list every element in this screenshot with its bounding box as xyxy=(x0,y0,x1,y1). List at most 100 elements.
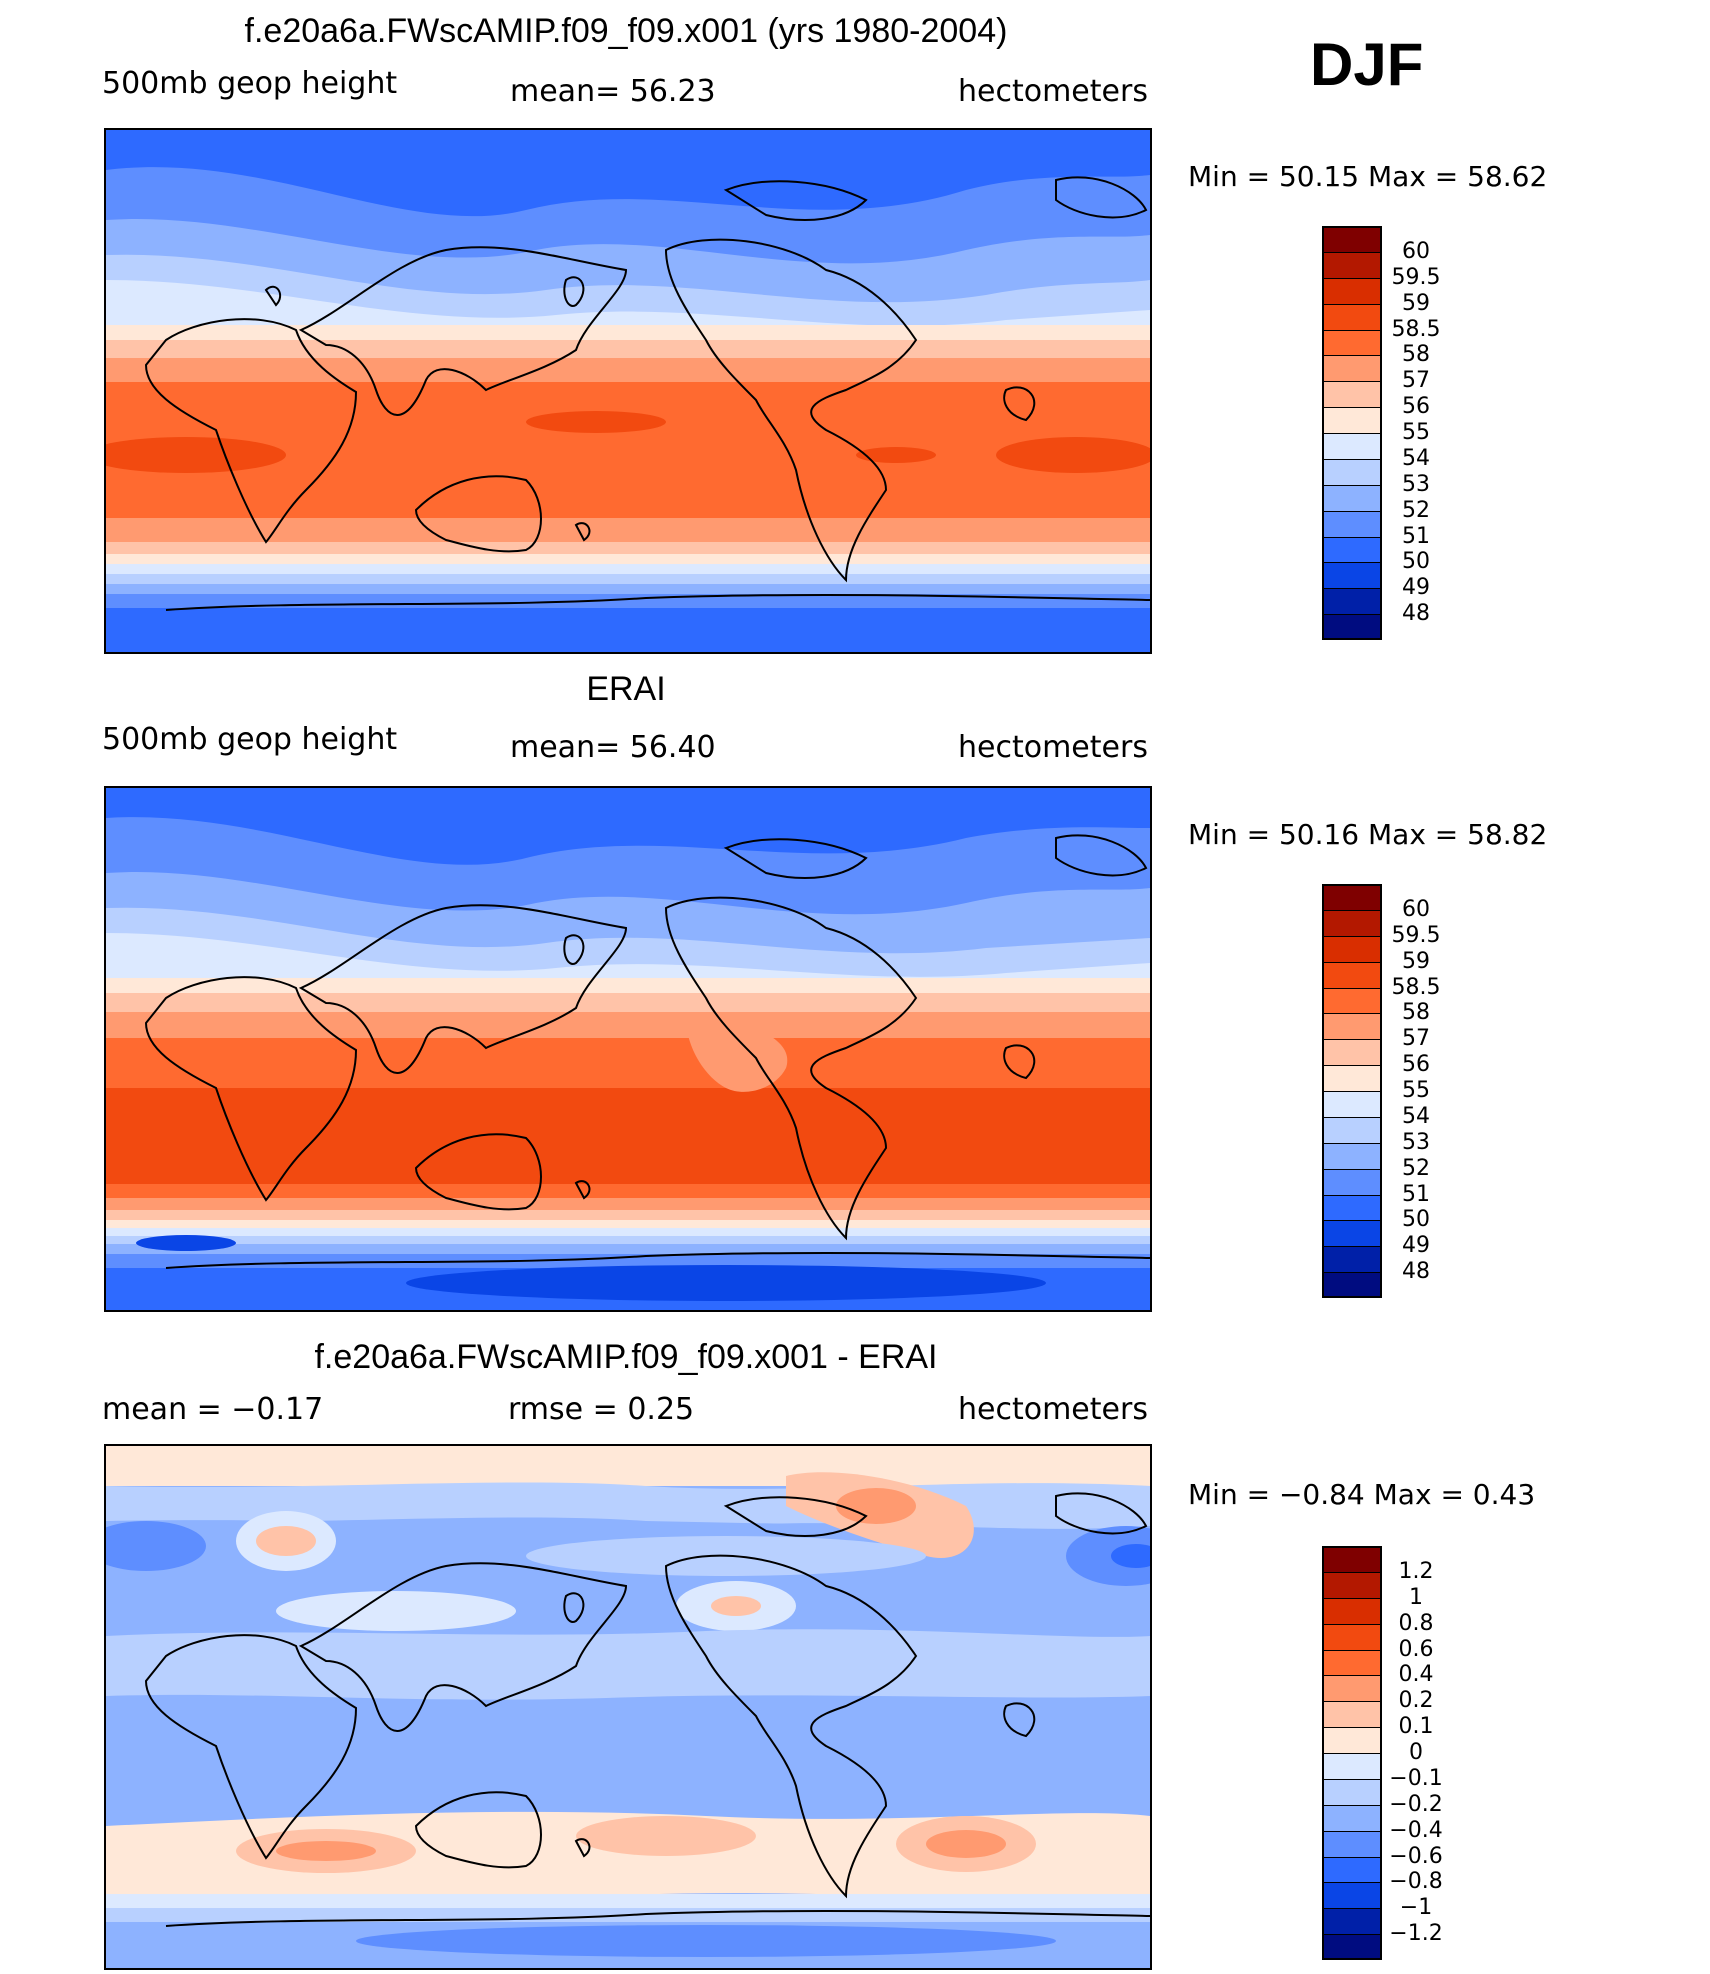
colorbar-swatch xyxy=(1322,588,1380,615)
colorbar-swatch xyxy=(1322,1908,1380,1935)
mean-value: mean= 56.40 xyxy=(510,730,716,765)
panel-title: ERAI xyxy=(586,670,666,708)
colorbar-swatch xyxy=(1322,1882,1380,1909)
units-label: hectometers xyxy=(958,74,1148,109)
colorbar-swatch xyxy=(1322,536,1380,563)
colorbar-swatch xyxy=(1322,329,1380,356)
colorbar-swatch xyxy=(1322,1246,1380,1273)
colorbar-label: 50 xyxy=(1402,1207,1430,1233)
min-max-readout: Min = −0.84 Max = 0.43 xyxy=(1188,1478,1536,1511)
colorbar-swatch xyxy=(1322,484,1380,511)
colorbar-swatch xyxy=(1322,1039,1380,1066)
colorbar-swatch xyxy=(1322,1194,1380,1221)
colorbar-label: 54 xyxy=(1402,1103,1430,1129)
min-max-readout: Min = 50.16 Max = 58.82 xyxy=(1188,818,1548,851)
map-plot xyxy=(104,128,1152,654)
colorbar-label: −0.6 xyxy=(1389,1843,1443,1869)
colorbar-swatch xyxy=(1322,614,1380,640)
colorbar-swatch xyxy=(1322,251,1380,278)
colorbar-swatch xyxy=(1322,1597,1380,1624)
colorbar-swatch xyxy=(1322,1116,1380,1143)
colorbar-swatch xyxy=(1322,458,1380,485)
colorbar-swatch xyxy=(1322,1168,1380,1195)
min-max-readout: Min = 50.15 Max = 58.62 xyxy=(1188,160,1548,193)
colorbar-swatch xyxy=(1322,510,1380,537)
colorbar-swatch xyxy=(1322,562,1380,589)
colorbar-label: 52 xyxy=(1402,497,1430,523)
colorbar-swatch xyxy=(1322,277,1380,304)
colorbar-label: 58.5 xyxy=(1391,974,1441,1000)
colorbar-swatch xyxy=(1322,987,1380,1014)
colorbar-swatch xyxy=(1322,1142,1380,1169)
colorbar-swatch xyxy=(1322,935,1380,962)
colorbar-label: 0.6 xyxy=(1398,1636,1434,1662)
colorbar-swatch xyxy=(1322,381,1380,408)
colorbar-label: 56 xyxy=(1402,1052,1430,1078)
colorbar-label: 48 xyxy=(1402,601,1430,627)
map-plot xyxy=(104,1444,1152,1970)
panel-title: f.e20a6a.FWscAMIP.f09_f09.x001 (yrs 1980… xyxy=(244,12,1008,50)
colorbar-swatch xyxy=(1322,1830,1380,1857)
colorbar-swatch xyxy=(1322,1220,1380,1247)
colorbar: 60 59.5 59 58.5 58 57 56 55 54 53 52 51 50 49 48 xyxy=(1322,226,1442,640)
colorbar-label: 59 xyxy=(1402,290,1430,316)
colorbar-label: 0.2 xyxy=(1398,1688,1434,1714)
colorbar-swatch xyxy=(1322,1065,1380,1091)
colorbar-label: 0 xyxy=(1409,1740,1423,1765)
colorbar-swatch xyxy=(1322,1675,1380,1702)
colorbar-label: −0.2 xyxy=(1389,1791,1443,1817)
variable-label: 500mb geop height xyxy=(102,66,398,101)
colorbar-swatch xyxy=(1322,433,1380,459)
colorbar-label: 59.5 xyxy=(1391,264,1441,290)
mean-value: mean = −0.17 xyxy=(102,1392,324,1427)
mean-value: mean= 56.23 xyxy=(510,74,716,109)
colorbar-swatch xyxy=(1322,1013,1380,1040)
colorbar-frame xyxy=(1322,884,1382,1298)
colorbar-swatch xyxy=(1322,407,1380,433)
colorbar-swatch xyxy=(1322,1272,1380,1298)
colorbar-label: 60 xyxy=(1402,238,1430,264)
units-label: hectometers xyxy=(958,730,1148,765)
colorbar-label: −0.8 xyxy=(1389,1869,1443,1895)
colorbar-swatch xyxy=(1322,1804,1380,1831)
colorbar-swatch xyxy=(1322,303,1380,330)
colorbar-swatch xyxy=(1322,909,1380,936)
colorbar-swatch xyxy=(1322,1753,1380,1779)
colorbar-label: 59 xyxy=(1402,948,1430,974)
colorbar: 60 59.5 59 58.5 58 57 56 55 54 53 52 51 50 49 48 xyxy=(1322,884,1442,1298)
units-label: hectometers xyxy=(958,1392,1148,1427)
colorbar-swatch xyxy=(1322,1701,1380,1728)
colorbar-label: 51 xyxy=(1402,1181,1430,1207)
colorbar-label: 0.8 xyxy=(1398,1610,1434,1636)
colorbar-swatch xyxy=(1322,1727,1380,1753)
colorbar-label: 0.4 xyxy=(1398,1662,1434,1688)
colorbar-label: 55 xyxy=(1402,1078,1430,1103)
colorbar-frame xyxy=(1322,226,1382,640)
colorbar-label: −1.2 xyxy=(1389,1921,1443,1947)
variable-label: 500mb geop height xyxy=(102,722,398,757)
colorbar-swatch xyxy=(1322,961,1380,988)
colorbar-frame xyxy=(1322,1546,1382,1960)
colorbar-label: 51 xyxy=(1402,523,1430,549)
colorbar-label: 50 xyxy=(1402,549,1430,575)
colorbar-swatch xyxy=(1322,355,1380,382)
colorbar-label: −0.4 xyxy=(1389,1817,1443,1843)
colorbar-swatch xyxy=(1322,1546,1380,1572)
colorbar-label: 57 xyxy=(1402,368,1430,394)
colorbar-label: 54 xyxy=(1402,445,1430,471)
map-plot xyxy=(104,786,1152,1312)
colorbar-label: −0.1 xyxy=(1389,1765,1443,1791)
colorbar-swatch xyxy=(1322,1649,1380,1676)
colorbar-label: 1.2 xyxy=(1398,1558,1434,1584)
colorbar-swatch xyxy=(1322,1623,1380,1650)
colorbar-label: 49 xyxy=(1402,1233,1430,1259)
colorbar-label: 53 xyxy=(1402,471,1430,497)
colorbar-label: 60 xyxy=(1402,896,1430,922)
colorbar-label: 55 xyxy=(1402,420,1430,445)
colorbar-label: 53 xyxy=(1402,1129,1430,1155)
colorbar-swatch xyxy=(1322,1856,1380,1883)
colorbar-label: 56 xyxy=(1402,394,1430,420)
colorbar-label: 1 xyxy=(1409,1584,1423,1610)
colorbar-label: 48 xyxy=(1402,1259,1430,1285)
colorbar-swatch xyxy=(1322,1934,1380,1960)
